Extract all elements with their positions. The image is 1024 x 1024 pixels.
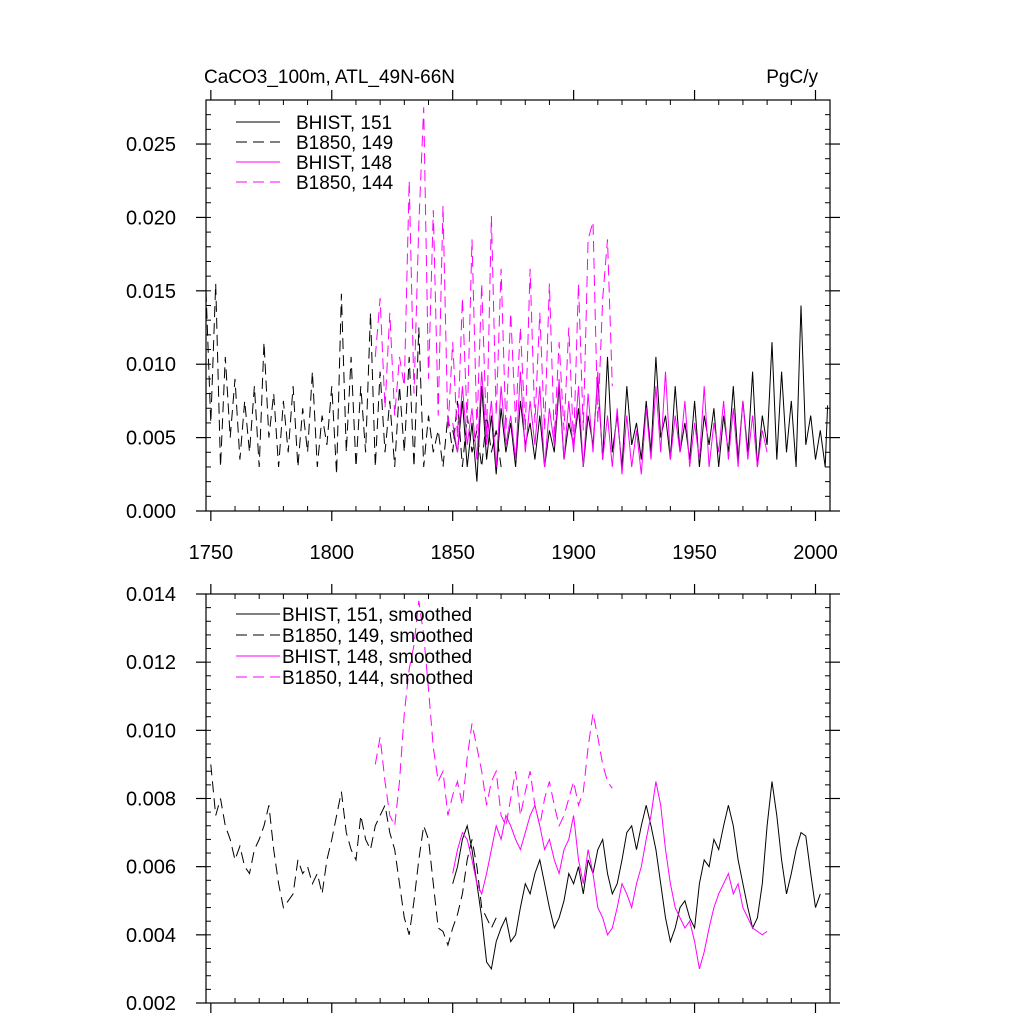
top-x-tick-label: 1800 (310, 542, 355, 564)
bottom-series-line-4 (374, 600, 613, 828)
top-y-tick-label: 0.000 (126, 501, 176, 523)
bottom-y-tick-label: 0.008 (126, 789, 176, 811)
top-y-tick-label: 0.010 (126, 354, 176, 376)
top-x-tick-label: 1950 (672, 542, 717, 564)
top-legend-label-3: BHIST, 148 (296, 153, 392, 174)
bottom-panel: 0.002 0.004 0.006 0.008 0.010 0.012 0.014 BHIST… (126, 584, 840, 1015)
top-panel: 1750 1800 1850 1900 1950 2000 0.000 0.005 0.010 0… (126, 90, 840, 564)
figure-title-right: PgC/y (766, 67, 818, 88)
bottom-y-tick-label: 0.012 (126, 652, 176, 674)
top-legend-label-4: B1850, 144 (296, 173, 394, 194)
top-x-tick-label: 2000 (793, 542, 838, 564)
bottom-legend-label-3: BHIST, 148, smoothed (282, 647, 472, 668)
top-y-tick-label: 0.025 (126, 134, 176, 156)
bottom-series-line-3 (452, 781, 768, 970)
top-x-tick-label: 1750 (189, 542, 234, 564)
top-y-tick-label: 0.005 (126, 428, 176, 450)
bottom-y-tick-label: 0.004 (126, 925, 176, 947)
bottom-y-tick-label: 0.014 (126, 584, 176, 606)
top-series-line-3 (452, 371, 768, 475)
bottom-series-line-1 (452, 781, 821, 971)
figure-title-left: CaCO3_100m, ATL_49N-66N (204, 67, 455, 88)
bottom-legend-label-1: BHIST, 151, smoothed (282, 605, 472, 626)
bottom-legend-label-4: B1850, 144, smoothed (282, 668, 473, 689)
top-y-tick-label: 0.015 (126, 281, 176, 303)
bottom-y-tick-label: 0.006 (126, 857, 176, 879)
top-x-tick-label: 1900 (551, 542, 596, 564)
top-x-tick-label: 1850 (430, 542, 475, 564)
bottom-y-tick-label: 0.002 (126, 993, 176, 1015)
top-legend-label-2: B1850, 149 (296, 133, 393, 154)
top-series-line-4 (374, 107, 613, 445)
bottom-y-tick-label: 0.010 (126, 720, 176, 742)
top-legend-label-1: BHIST, 151 (296, 113, 392, 134)
bottom-series-line-2 (210, 764, 497, 947)
top-series-line-1 (452, 305, 829, 482)
bottom-legend-label-2: B1850, 149, smoothed (282, 626, 473, 647)
top-series-line-2 (205, 283, 502, 475)
top-y-tick-label: 0.020 (126, 207, 176, 229)
